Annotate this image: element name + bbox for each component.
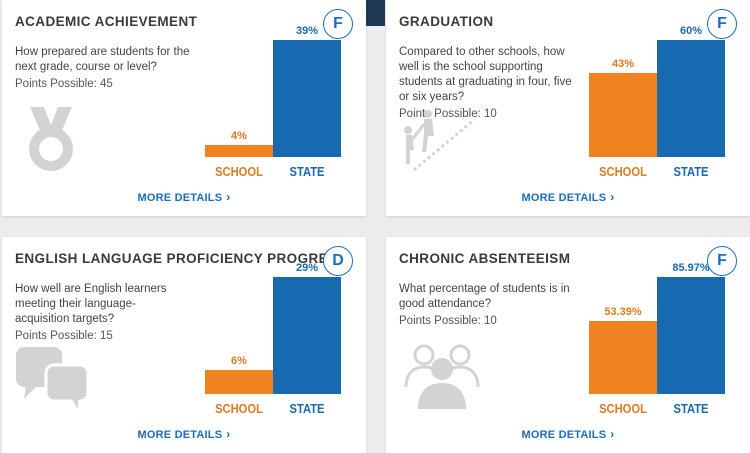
card-question: How prepared are students for the next g… <box>15 45 190 92</box>
category-label-school: SCHOOL <box>599 401 647 416</box>
more-details-label[interactable]: MORE DETAILS <box>137 429 223 441</box>
points-possible: Points Possible: 45 <box>15 78 113 90</box>
bar-label-school: 6% <box>231 354 247 367</box>
question-text: How well are English learners meeting th… <box>15 283 167 325</box>
card-title: ACADEMIC ACHIEVEMENT <box>15 14 198 29</box>
bar-state <box>657 277 725 394</box>
card-question: Compared to other schools, how well is t… <box>399 45 574 122</box>
bar-chart: 43% 60% <box>589 25 725 186</box>
category-label-school: SCHOOL <box>215 164 263 179</box>
more-details-link[interactable]: MORE DETAILS › <box>2 190 366 204</box>
card-academic-achievement: ACADEMIC ACHIEVEMENT F How prepared are … <box>2 0 366 216</box>
bar-state <box>273 40 341 157</box>
card-title: ENGLISH LANGUAGE PROFICIENCY PROGRESS <box>15 251 347 266</box>
card-chronic-absenteeism: CHRONIC ABSENTEEISM F What percentage of… <box>386 237 750 453</box>
bar-label-state: 29% <box>295 262 319 274</box>
bar-label-state: 85.97% <box>672 262 710 274</box>
bar-school <box>205 145 273 157</box>
points-possible: Points Possible: 10 <box>399 108 497 120</box>
bar-label-school: 4% <box>231 130 247 142</box>
more-details-link[interactable]: MORE DETAILS › <box>2 427 366 441</box>
bar-state <box>273 277 341 394</box>
bar-school <box>589 321 657 394</box>
bar-label-state: 60% <box>679 25 703 37</box>
question-text: How prepared are students for the next g… <box>15 46 190 73</box>
bar-chart: 4% 39% <box>205 25 341 186</box>
category-label-state: STATE <box>289 401 325 416</box>
grade-badge: F <box>707 9 737 39</box>
question-text: What percentage of students is in good a… <box>399 283 570 310</box>
bar-school <box>589 73 657 157</box>
chevron-right-icon[interactable]: › <box>226 427 231 441</box>
bar-state <box>657 40 725 157</box>
grade-badge: F <box>323 9 353 39</box>
bar-school <box>205 369 273 394</box>
more-details-label[interactable]: MORE DETAILS <box>521 429 607 441</box>
bar-chart: 6% 29% <box>205 262 341 423</box>
category-label-state: STATE <box>289 164 325 179</box>
speech-bubbles-icon <box>16 347 90 409</box>
chevron-right-icon[interactable]: › <box>226 190 231 204</box>
header-strip <box>365 0 385 26</box>
points-possible: Points Possible: 15 <box>15 330 113 342</box>
grade-badge: D <box>323 246 353 276</box>
card-graduation: GRADUATION F Compared to other schools, … <box>386 0 750 216</box>
card-title: CHRONIC ABSENTEEISM <box>399 251 571 266</box>
chevron-right-icon[interactable]: › <box>610 427 615 441</box>
more-details-link[interactable]: MORE DETAILS › <box>386 190 750 204</box>
category-label-state: STATE <box>673 164 709 179</box>
bar-label-school: 43% <box>611 58 635 71</box>
more-details-label[interactable]: MORE DETAILS <box>137 192 223 204</box>
bar-label-state: 39% <box>295 25 319 37</box>
grade-badge: F <box>707 246 737 276</box>
more-details-link[interactable]: MORE DETAILS › <box>386 427 750 441</box>
points-possible: Points Possible: 10 <box>399 315 497 327</box>
more-details-label[interactable]: MORE DETAILS <box>521 192 607 204</box>
category-label-school: SCHOOL <box>215 401 263 416</box>
category-label-school: SCHOOL <box>599 164 647 179</box>
card-question: How well are English learners meeting th… <box>15 282 190 344</box>
question-text: Compared to other schools, how well is t… <box>399 46 572 103</box>
card-title: GRADUATION <box>399 14 494 29</box>
category-label-state: STATE <box>673 401 709 416</box>
medal-icon <box>29 107 73 171</box>
graduation-stairs-icon <box>404 110 474 172</box>
people-group-icon <box>404 344 480 409</box>
card-english-language-proficiency: ENGLISH LANGUAGE PROFICIENCY PROGRESS D … <box>2 237 366 453</box>
bar-label-school: 53.39% <box>604 306 642 319</box>
bar-chart: 53.39% 85.97% <box>589 262 725 423</box>
card-question: What percentage of students is in good a… <box>399 282 574 329</box>
chevron-right-icon[interactable]: › <box>610 190 615 204</box>
